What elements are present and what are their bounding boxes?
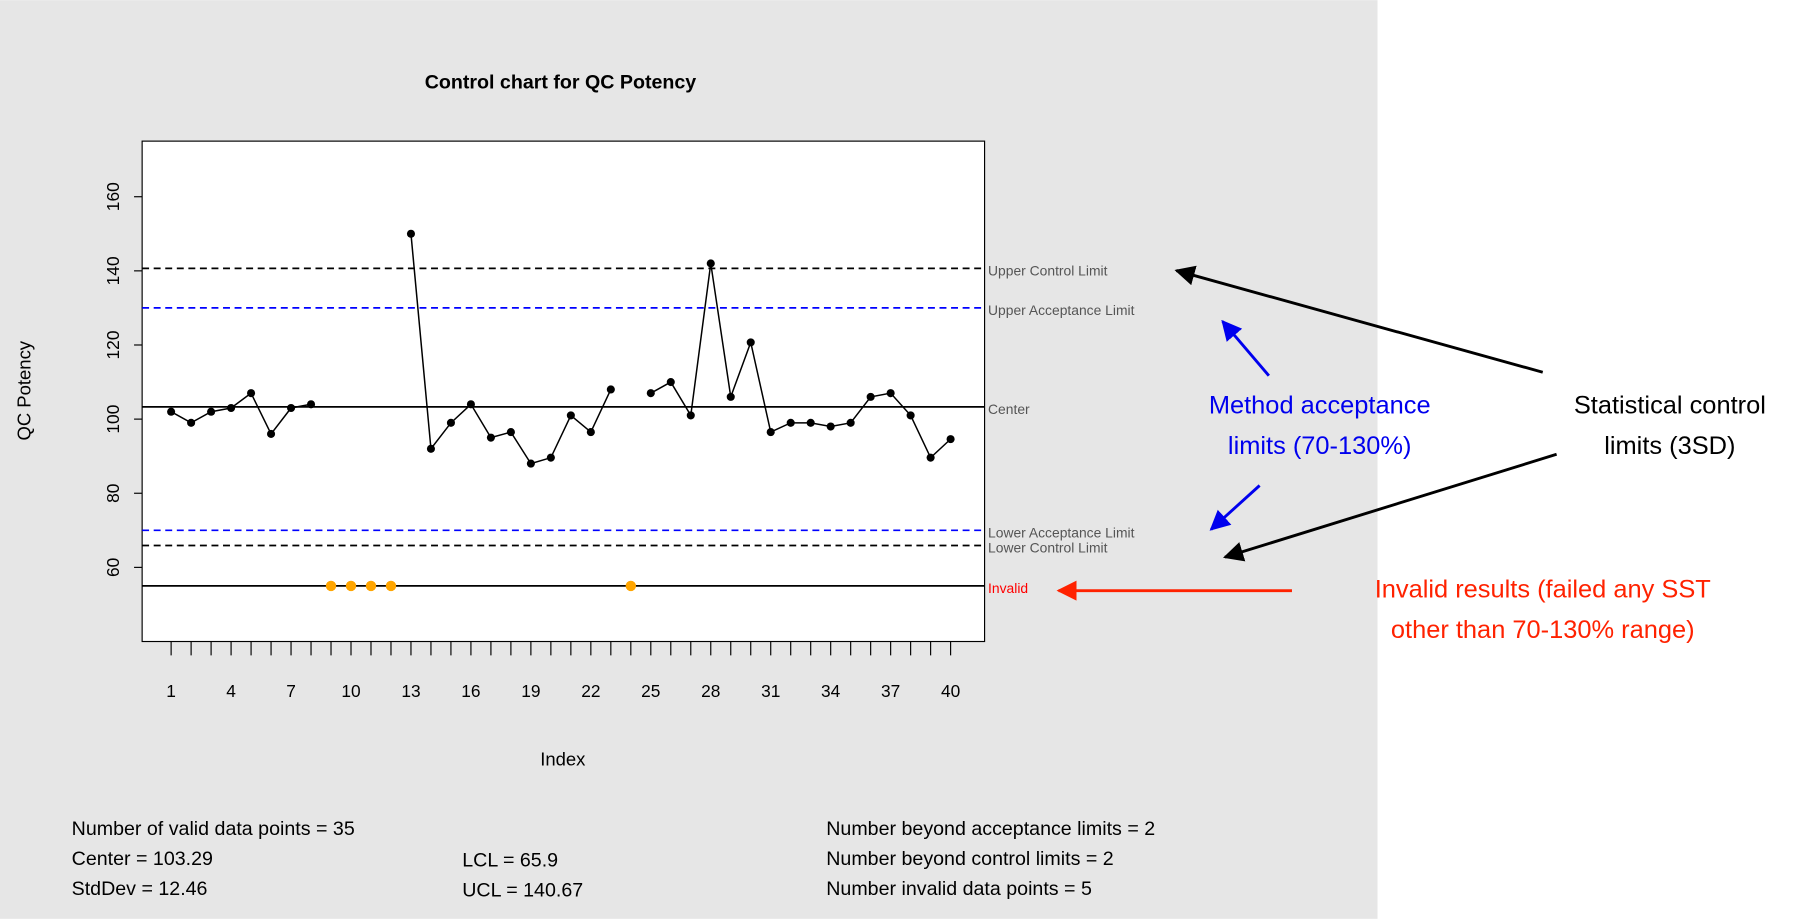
x-tick-label: 10 [341,681,360,701]
data-point [586,428,595,437]
arrow [1221,319,1270,377]
data-point [886,389,895,398]
data-point [426,444,435,453]
data-point [806,418,815,427]
data-point [826,422,835,431]
data-point [625,580,637,592]
annotation: limits (3SD) [1604,432,1735,460]
data-point [506,428,515,437]
data-point [406,229,416,238]
x-tick-label: 31 [761,681,780,701]
annotation: Invalid results (failed any SST [1375,575,1711,603]
data-point [606,385,615,394]
data-point [345,580,357,592]
x-tick-label: 25 [641,681,660,701]
reference-label: Center [988,401,1030,417]
data-point [706,259,715,268]
data-point [486,433,495,442]
stat-text: Number beyond control limits = 2 [826,848,1113,870]
data-point [306,400,316,409]
data-point [686,411,695,420]
data-point [446,418,455,427]
reference-label: Lower Acceptance Limit [988,524,1135,540]
stat-text: Center = 103.29 [72,848,213,870]
data-point [666,378,675,387]
arrow [1174,265,1544,374]
data-point [906,411,915,420]
stat-text: Number beyond acceptance limits = 2 [826,818,1155,840]
x-tick-label: 37 [881,681,900,701]
plot-area [141,140,986,643]
y-tick-label: 120 [103,331,123,360]
data-point [566,411,575,420]
data-point [546,453,555,462]
reference-label: Upper Control Limit [988,262,1108,278]
data-point [726,392,735,401]
reference-label: Lower Control Limit [988,540,1108,556]
x-tick-label: 19 [521,681,540,701]
y-tick-label: 140 [103,256,123,285]
x-tick-label: 1 [166,681,176,701]
arrow [1223,452,1558,562]
data-point [167,407,176,416]
data-point [926,453,935,462]
data-point [325,580,337,592]
annotation: other than 70-130% range) [1391,616,1695,644]
reference-label: Invalid [988,580,1028,596]
stat-text: Number invalid data points = 5 [826,878,1092,900]
annotation: Method acceptance [1209,392,1431,420]
y-tick-label: 80 [103,484,123,503]
stat-text: LCL = 65.9 [462,849,558,871]
x-tick-label: 40 [941,681,960,701]
x-axis-label: Index [540,748,586,769]
x-tick-label: 13 [401,681,420,701]
x-tick-label: 16 [461,681,480,701]
stat-text: StdDev = 12.46 [72,878,208,900]
data-point [286,403,296,413]
data-point [946,435,955,444]
data-point [746,338,755,347]
annotation: limits (70-130%) [1228,432,1412,460]
stat-text: Number of valid data points = 35 [72,818,355,840]
data-point [786,418,795,427]
data-point [646,389,655,398]
arrow [1209,484,1261,531]
data-point [385,580,397,592]
x-tick-label: 22 [581,681,600,701]
chart-title: Control chart for QC Potency [425,72,697,94]
data-point [187,418,196,427]
data-point [365,580,377,592]
x-tick-label: 28 [701,681,720,701]
reference-label: Upper Acceptance Limit [988,302,1135,318]
y-tick-label: 160 [103,182,123,211]
data-point [267,429,276,438]
data-point [227,403,236,413]
x-tick-label: 7 [286,681,296,701]
stat-text: UCL = 140.67 [462,879,583,901]
y-tick-label: 100 [103,405,123,434]
data-point [526,459,535,468]
data-point [247,389,256,398]
data-point [866,392,875,401]
data-point [846,418,855,427]
x-tick-label: 34 [821,681,841,701]
data-point [207,407,216,416]
data-point [766,428,775,437]
y-axis-label: QC Potency [13,340,34,440]
annotation: Statistical control [1574,392,1766,420]
data-point [466,400,475,409]
x-tick-label: 4 [226,681,236,701]
y-tick-label: 60 [103,558,123,577]
